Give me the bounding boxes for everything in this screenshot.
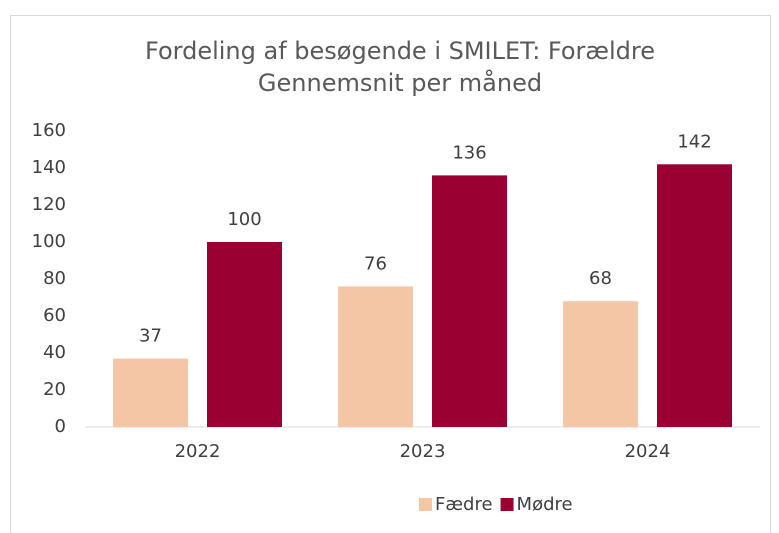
data-label: 68 xyxy=(589,268,612,289)
y-tick-label: 160 xyxy=(32,120,66,141)
bar xyxy=(207,242,282,427)
legend-label: Mødre xyxy=(517,494,573,515)
chart-frame xyxy=(10,15,771,533)
y-tick-label: 120 xyxy=(32,194,66,215)
legend-swatch xyxy=(419,498,432,511)
bar xyxy=(432,175,507,427)
y-tick-label: 140 xyxy=(32,157,66,178)
y-tick-label: 20 xyxy=(43,379,66,400)
chart-title: Fordeling af besøgende i SMILET: Forældr… xyxy=(145,37,655,65)
bar xyxy=(657,164,732,428)
bar xyxy=(563,301,638,427)
x-tick-label: 2023 xyxy=(400,441,446,462)
x-tick-label: 2024 xyxy=(625,441,671,462)
data-label: 100 xyxy=(227,209,261,230)
bar xyxy=(113,358,188,427)
y-tick-label: 40 xyxy=(43,342,66,363)
data-label: 142 xyxy=(677,131,711,152)
legend-label: Fædre xyxy=(435,494,493,515)
chart-subtitle: Gennemsnit per måned xyxy=(258,68,542,97)
y-tick-label: 0 xyxy=(55,416,66,437)
data-label: 37 xyxy=(139,326,162,347)
data-label: 136 xyxy=(452,142,486,163)
data-label: 76 xyxy=(364,253,387,274)
legend-swatch xyxy=(500,498,514,511)
y-tick-label: 100 xyxy=(32,231,66,252)
x-tick-label: 2022 xyxy=(175,441,221,462)
bar xyxy=(338,286,413,427)
y-tick-label: 60 xyxy=(43,305,66,326)
y-tick-label: 80 xyxy=(43,268,66,289)
